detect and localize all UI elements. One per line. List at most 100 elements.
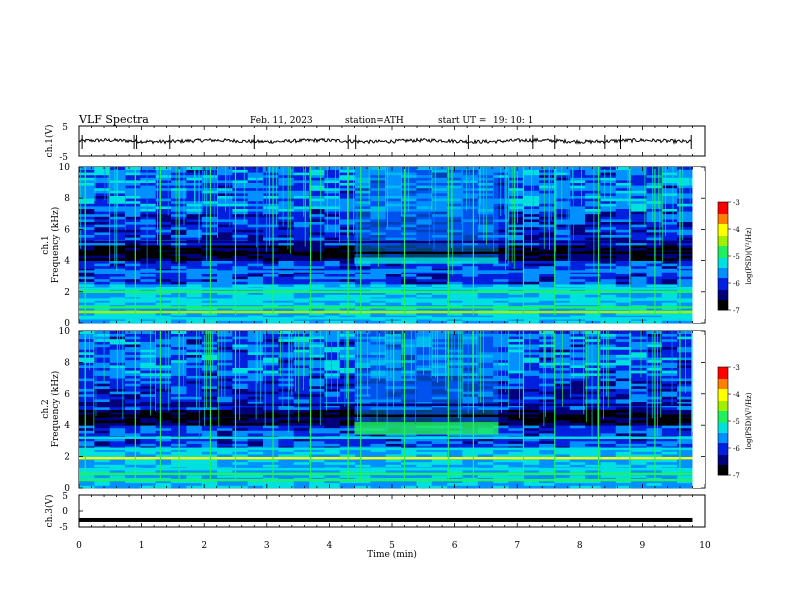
spectrogram-cell	[569, 213, 586, 217]
spectrogram-cell	[569, 276, 586, 280]
spectrogram-cell	[217, 177, 233, 181]
spectrogram-cell	[125, 401, 141, 405]
spectrogram-cell	[293, 172, 310, 176]
spectrogram-cell	[661, 440, 678, 444]
spectrogram-cell	[585, 258, 601, 261]
spectrogram-cell	[263, 454, 279, 457]
spectrogram-cell	[416, 195, 433, 199]
spectrogram-cell	[324, 268, 341, 272]
spectrogram-cell	[508, 185, 525, 189]
spectrogram-cell	[631, 461, 647, 465]
spectrogram-cell	[370, 278, 387, 282]
spectrogram-cell	[155, 438, 172, 442]
spectrogram-cell	[569, 357, 586, 361]
spectrogram-cell	[523, 276, 540, 280]
spectrogram-cell	[615, 391, 632, 395]
spectrogram-cell	[477, 252, 494, 256]
spectrogram-cell	[493, 417, 509, 421]
spectrogram-cell	[569, 203, 586, 207]
spectrogram-cell	[416, 393, 433, 397]
spectrogram-cell	[293, 485, 310, 489]
spectrogram-cell	[79, 198, 95, 202]
spectrogram-cell	[309, 182, 325, 186]
spectrogram-cell	[201, 480, 218, 484]
spectrogram-cell	[477, 451, 494, 455]
spectrogram-cell	[585, 474, 601, 478]
spectrogram-cell	[94, 438, 111, 442]
ch1-colorbar-label: log(PSD)(V²/Hz)	[745, 227, 753, 284]
spectrogram-cell	[585, 448, 601, 452]
spectrogram-cell	[401, 216, 417, 220]
spectrogram-cell	[401, 265, 417, 269]
spectrogram-cell	[140, 385, 157, 389]
colorbar-cell	[718, 290, 728, 293]
spectrogram-cell	[232, 425, 249, 429]
spectrogram-cell	[493, 474, 509, 478]
spectrogram-cell	[186, 480, 203, 484]
spectrogram-cell	[324, 354, 341, 358]
spectrogram-cell	[140, 260, 157, 264]
spectrogram-cell	[569, 315, 586, 319]
spectrogram-cell	[401, 232, 417, 235]
spectrogram-cell	[247, 213, 264, 217]
spectrogram-cell	[631, 474, 647, 478]
spectrogram-cell	[661, 378, 678, 382]
spectrogram-cell	[186, 278, 203, 282]
spectrogram-cell	[462, 485, 479, 489]
spectrogram-cell	[523, 438, 540, 442]
spectrogram-cell	[631, 208, 647, 212]
spectrogram-cell	[355, 370, 371, 374]
spectrogram-cell	[569, 307, 586, 311]
spectrogram-cell	[401, 276, 417, 280]
spectrogram-cell	[554, 480, 571, 484]
spectrogram-cell	[493, 226, 509, 230]
spectrogram-cell	[309, 417, 325, 421]
spectrogram-cell	[554, 208, 571, 212]
spectrogram-cell	[109, 315, 126, 319]
spectrogram-cell	[79, 307, 95, 311]
spectrogram-cell	[569, 182, 586, 186]
spectrogram-cell	[554, 268, 571, 272]
spectrogram-cell	[186, 385, 203, 389]
spectrogram-cell	[125, 357, 141, 361]
spectrogram-cell	[631, 357, 647, 361]
spectrogram-cell	[569, 187, 586, 191]
spectrogram-cell	[125, 169, 141, 173]
spectrogram-cell	[293, 393, 310, 397]
spectrogram-cell	[677, 221, 693, 225]
spectrogram-cell	[401, 291, 417, 295]
spectrogram-cell	[201, 482, 218, 486]
spectrogram-cell	[370, 182, 387, 186]
spectrogram-cell	[677, 203, 693, 207]
spectrogram-cell	[416, 226, 433, 230]
spectrogram-cell	[278, 372, 295, 376]
spectrogram-cell	[109, 273, 126, 277]
spectrogram-cell	[462, 459, 479, 463]
spectrogram-cell	[155, 391, 172, 395]
spectrogram-cell	[416, 182, 433, 186]
spectrogram-cell	[477, 388, 494, 392]
spectrogram-cell	[615, 198, 632, 202]
spectrogram-cell	[677, 372, 693, 376]
spectrogram-cell	[508, 268, 525, 272]
spectrogram-cell	[493, 451, 509, 455]
spectrogram-cell	[600, 433, 617, 437]
spectrogram-cell	[569, 198, 586, 202]
spectrogram-cell	[508, 459, 525, 463]
spectrogram-cell	[431, 169, 448, 173]
spectrogram-cell	[324, 312, 341, 316]
spectrogram-cell	[569, 433, 586, 437]
spectrogram-cell	[493, 427, 509, 431]
spectrogram-cell	[94, 182, 111, 186]
spectrogram-cell	[263, 185, 279, 189]
spectrogram-cell	[247, 195, 264, 199]
spectrogram-cell	[569, 425, 586, 429]
spectrogram-cell	[554, 433, 571, 437]
spectrogram-cell	[201, 401, 218, 405]
spectrogram-cell	[462, 211, 479, 215]
spectrogram-cell	[462, 438, 479, 442]
colorbar-cell	[718, 210, 728, 213]
spectrogram-cell	[109, 278, 126, 282]
